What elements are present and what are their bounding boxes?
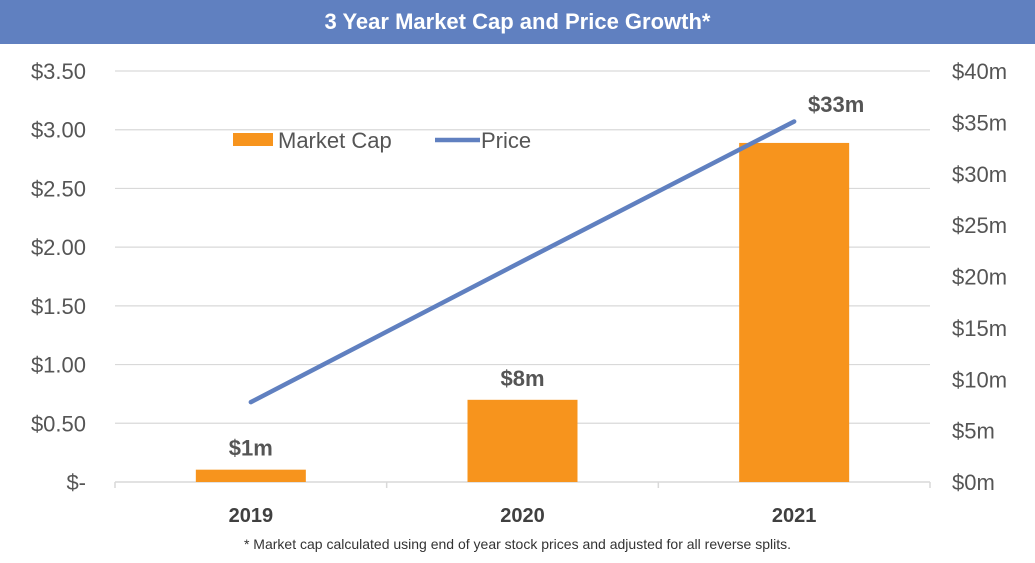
market-cap-bars xyxy=(195,142,850,483)
legend-swatch-market-cap xyxy=(233,133,273,146)
left-tick-label: $3.00 xyxy=(31,118,86,143)
right-axis-ticks: $0m $5m $10m $15m $20m $25m $30m $35m $40m xyxy=(952,59,1007,495)
right-tick-label: $0m xyxy=(952,470,995,495)
price-line-group xyxy=(248,119,797,405)
left-tick-label: $3.50 xyxy=(31,59,86,84)
market-cap-bar xyxy=(739,142,850,483)
left-tick-label: $0.50 xyxy=(31,411,86,436)
market-cap-bar xyxy=(467,399,578,482)
market-cap-data-label: $8m xyxy=(500,366,544,391)
x-category-label: 2021 xyxy=(772,505,817,527)
market-cap-data-label: $33m xyxy=(808,92,864,117)
right-tick-label: $20m xyxy=(952,265,1007,290)
left-tick-label: $1.50 xyxy=(31,294,86,319)
legend-label-price: Price xyxy=(481,128,531,153)
legend-label-market-cap: Market Cap xyxy=(278,128,392,153)
left-tick-label: $2.50 xyxy=(31,176,86,201)
footnote: * Market cap calculated using end of yea… xyxy=(243,536,792,552)
right-tick-label: $10m xyxy=(952,367,1007,392)
right-tick-label: $30m xyxy=(952,162,1007,187)
right-tick-label: $15m xyxy=(952,316,1007,341)
right-tick-label: $5m xyxy=(952,419,995,444)
legend: Market Cap Price xyxy=(233,128,531,153)
left-tick-label: $1.00 xyxy=(31,353,86,378)
x-category-label: 2019 xyxy=(229,505,274,527)
market-cap-data-label: $1m xyxy=(229,436,273,461)
market-cap-bar xyxy=(195,469,306,482)
data-labels: $1m $8m $33m xyxy=(229,92,864,461)
right-tick-label: $25m xyxy=(952,213,1007,238)
right-tick-label: $40m xyxy=(952,59,1007,84)
x-category-label: 2020 xyxy=(500,505,545,527)
x-axis: 2019 2020 2021 xyxy=(114,481,931,527)
price-line xyxy=(248,119,797,405)
left-tick-label: $2.00 xyxy=(31,235,86,260)
right-tick-label: $35m xyxy=(952,110,1007,135)
chart-title: 3 Year Market Cap and Price Growth* xyxy=(324,9,711,34)
left-axis-ticks: $- $0.50 $1.00 $1.50 $2.00 $2.50 $3.00 $3.50 xyxy=(31,59,86,495)
chart-title-banner: 3 Year Market Cap and Price Growth* xyxy=(0,0,1035,44)
left-tick-label: $- xyxy=(66,470,86,495)
